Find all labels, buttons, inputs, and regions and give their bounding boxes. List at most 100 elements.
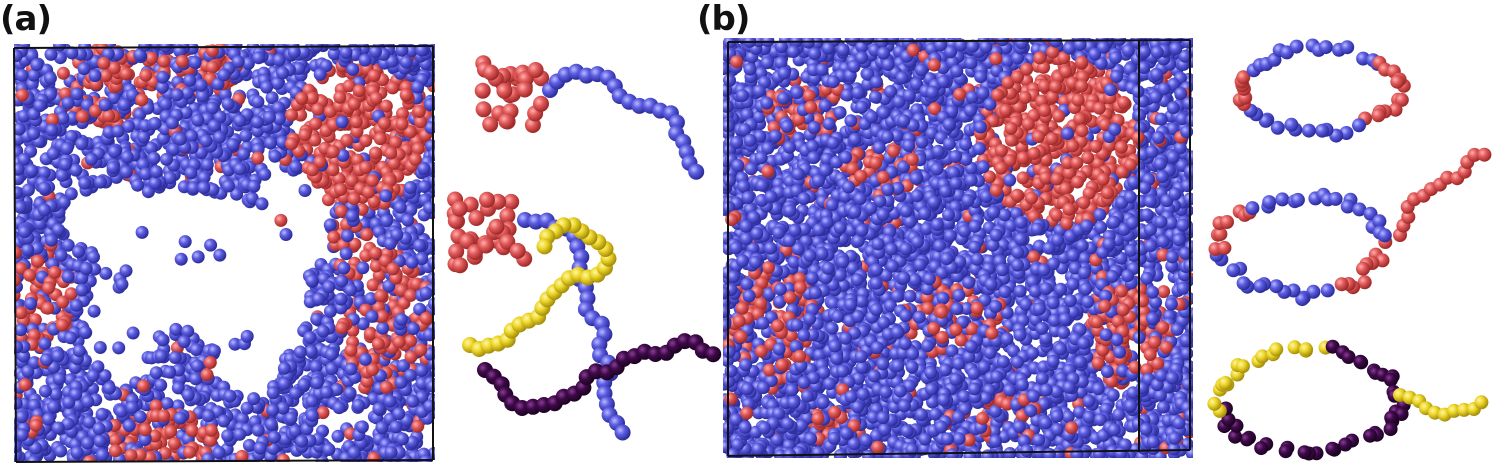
blue-bead [154, 378, 168, 392]
red-bead [527, 62, 544, 78]
blue-bead [428, 297, 435, 311]
blue-bead [93, 434, 107, 448]
blue-bead [251, 95, 265, 109]
red-bead [15, 88, 29, 102]
red-bead [1081, 151, 1095, 165]
blue-bead [78, 176, 92, 190]
blue-bead [133, 410, 147, 424]
red-bead [1027, 250, 1041, 264]
red-bead [332, 172, 346, 186]
blue-bead [14, 49, 23, 63]
blue-bead [21, 364, 35, 378]
red-bead [308, 133, 322, 147]
blue-bead [15, 68, 29, 82]
red-bead [367, 195, 381, 208]
blue-bead [180, 86, 194, 100]
blue-bead [173, 411, 187, 425]
red-bead [404, 350, 418, 364]
blue-bead [51, 421, 65, 435]
blue-bead [27, 68, 41, 82]
blue-bead [200, 158, 214, 172]
blue-bead [266, 403, 280, 417]
blue-bead [303, 331, 317, 345]
blue-bead [264, 417, 278, 431]
blue-bead [38, 337, 52, 351]
blue-bead [156, 333, 170, 347]
blue-bead [228, 337, 242, 351]
blue-bead [417, 180, 431, 193]
box-edge [15, 459, 434, 463]
blue-bead [14, 186, 24, 200]
blue-bead [52, 372, 66, 386]
blue-bead [163, 365, 177, 379]
red-bead [386, 262, 400, 276]
blue-bead [65, 111, 79, 125]
blue-bead [18, 225, 31, 239]
blue-bead [187, 181, 201, 195]
blue-bead [147, 151, 161, 165]
red-bead [298, 128, 312, 142]
blue-bead [335, 115, 349, 129]
red-bead [136, 379, 150, 393]
blue-bead [54, 444, 68, 458]
blue-bead [33, 99, 47, 113]
blue-bead [14, 323, 28, 337]
blue-bead [401, 213, 415, 227]
blue-bead [404, 44, 418, 58]
blue-bead [422, 328, 435, 342]
red-bead [107, 61, 121, 75]
blue-bead [247, 179, 261, 193]
blue-bead [297, 45, 311, 59]
blue-bead [344, 283, 358, 297]
blue-bead [389, 420, 403, 434]
blue-bead [188, 55, 202, 69]
blue-bead [336, 148, 350, 162]
blue-bead [339, 46, 353, 59]
blue-bead [352, 398, 366, 412]
red-bead [56, 295, 70, 309]
blue-bead [61, 417, 75, 431]
red-bead [408, 152, 422, 166]
blue-bead [17, 152, 31, 166]
red-bead [108, 444, 122, 458]
red-bead [362, 185, 375, 199]
blue-bead [323, 218, 337, 232]
blue-bead [266, 386, 280, 400]
red-bead [392, 335, 406, 349]
blue-bead [287, 45, 301, 59]
blue-bead [237, 147, 251, 161]
blue-bead [70, 298, 83, 312]
red-bead [367, 69, 381, 83]
blue-bead [383, 394, 397, 408]
blue-bead [27, 455, 40, 462]
blue-bead [148, 176, 162, 190]
red-bead [119, 67, 133, 81]
blue-bead [125, 400, 139, 414]
blue-bead [51, 349, 65, 363]
red-bead [1016, 171, 1030, 185]
blue-bead [72, 245, 85, 259]
blue-bead [197, 171, 211, 184]
red-bead [200, 368, 214, 382]
blue-bead [242, 438, 256, 452]
blue-bead [260, 80, 274, 94]
blue-bead [159, 44, 173, 53]
red-bead [274, 213, 288, 227]
red-bead [366, 174, 379, 188]
blue-bead [43, 71, 57, 85]
red-bead [503, 193, 520, 210]
red-bead [395, 117, 409, 131]
red-bead [452, 257, 468, 274]
red-bead [379, 380, 393, 394]
blue-bead [304, 344, 318, 358]
blue-bead [106, 161, 120, 175]
red-bead [48, 265, 62, 279]
blue-bead [372, 402, 386, 416]
blue-bead [305, 274, 319, 288]
blue-bead [55, 168, 69, 182]
blue-bead [62, 395, 76, 409]
blue-bead [61, 238, 75, 252]
blue-bead [392, 407, 406, 421]
blue-bead [199, 134, 213, 148]
